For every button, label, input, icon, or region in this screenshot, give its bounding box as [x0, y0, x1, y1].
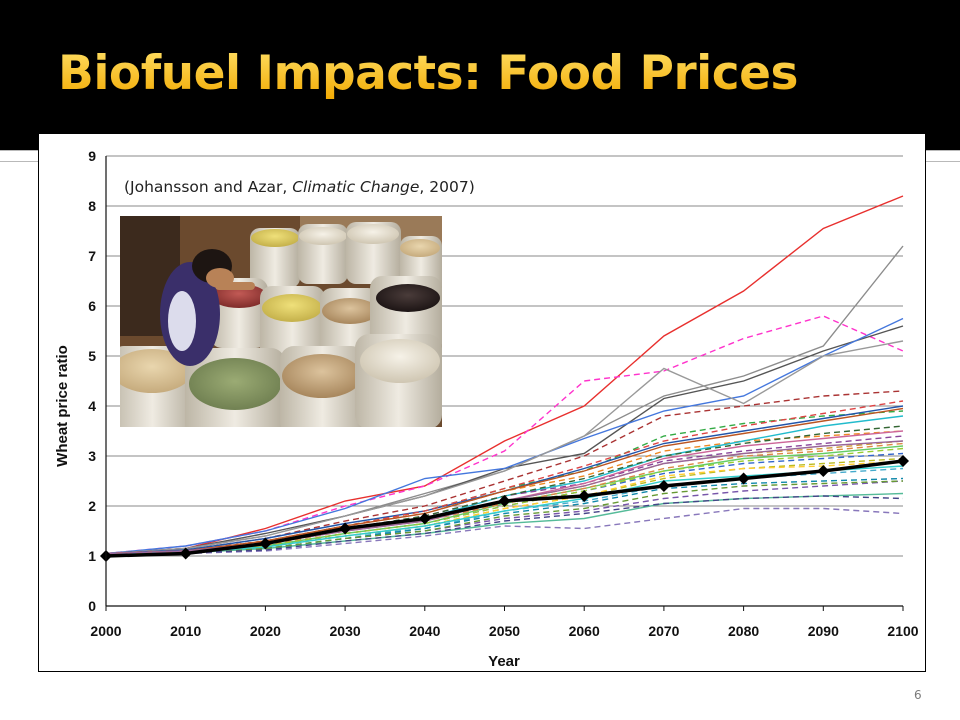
x-tick-label: 2000 [90, 623, 121, 639]
axes: 0 1 2 3 4 5 6 7 8 9 2000 2010 2020 2030 2040 2050 2060 20… [88, 148, 919, 639]
y-tick-label: 0 [88, 598, 96, 614]
highlight-diamond-marker [897, 455, 909, 467]
highlight-diamond-marker [498, 495, 511, 507]
market-vendor-photo [120, 216, 442, 427]
highlight-diamond-marker [179, 547, 192, 560]
series-line-21 [106, 507, 904, 555]
series-line-12 [105, 435, 904, 555]
divider-right [926, 150, 960, 162]
highlight-diamond-marker [259, 537, 272, 550]
highlight-diamond-marker [737, 472, 750, 485]
title-bar [0, 0, 960, 150]
citation-journal: Climatic Change [292, 178, 420, 196]
y-tick-label: 9 [88, 148, 96, 164]
series-line-29 [105, 495, 904, 555]
y-tick-label: 7 [88, 248, 96, 264]
x-tick-label: 2060 [569, 623, 600, 639]
y-tick-label: 2 [88, 498, 96, 514]
series-line-1 [105, 195, 904, 555]
citation-year: , 2007) [419, 178, 475, 196]
y-tick-label: 3 [88, 448, 96, 464]
highlight-series [100, 455, 909, 562]
series-line-22 [105, 425, 904, 555]
citation-authors: (Johansson and Azar, [124, 178, 293, 196]
citation: (Johansson and Azar, Climatic Change, 20… [124, 178, 475, 196]
y-tick-label: 5 [88, 348, 96, 364]
x-tick-label: 2040 [409, 623, 440, 639]
x-tick-label: 2030 [330, 623, 361, 639]
x-tick-label: 2070 [648, 623, 679, 639]
series-line-28 [105, 480, 904, 555]
slide-title: Biofuel Impacts: Food Prices [58, 46, 799, 101]
highlight-diamond-marker [817, 465, 830, 477]
y-tick-label: 6 [88, 298, 96, 314]
x-axis-label: Year [488, 653, 520, 670]
y-tick-label: 1 [88, 548, 96, 564]
chart-frame: 0 1 2 3 4 5 6 7 8 9 2000 2010 2020 2030 2040 2050 2060 20… [38, 133, 926, 672]
x-tick-label: 2020 [250, 623, 281, 639]
x-tick-label: 2010 [170, 623, 201, 639]
divider-left [0, 150, 40, 162]
x-tick-label: 2080 [728, 623, 759, 639]
y-tick-label: 4 [88, 398, 96, 414]
highlight-diamond-marker [339, 522, 352, 535]
series-line-6 [105, 340, 904, 555]
highlight-diamond-marker [657, 480, 670, 492]
series-line-5 [105, 317, 904, 555]
x-tick-label: 2100 [887, 623, 918, 639]
series-line-9 [105, 405, 904, 555]
highlight-diamond-marker [578, 490, 591, 502]
line-chart: 0 1 2 3 4 5 6 7 8 9 2000 2010 2020 2030 2040 2050 2060 20… [54, 148, 919, 670]
highlight-diamond-marker [418, 512, 431, 525]
y-tick-label: 8 [88, 198, 96, 214]
x-tick-label: 2090 [808, 623, 839, 639]
series-line-26 [105, 407, 904, 555]
y-axis-label: Wheat price ratio [54, 345, 71, 467]
page-number: 6 [914, 688, 922, 702]
x-tick-label: 2050 [489, 623, 520, 639]
